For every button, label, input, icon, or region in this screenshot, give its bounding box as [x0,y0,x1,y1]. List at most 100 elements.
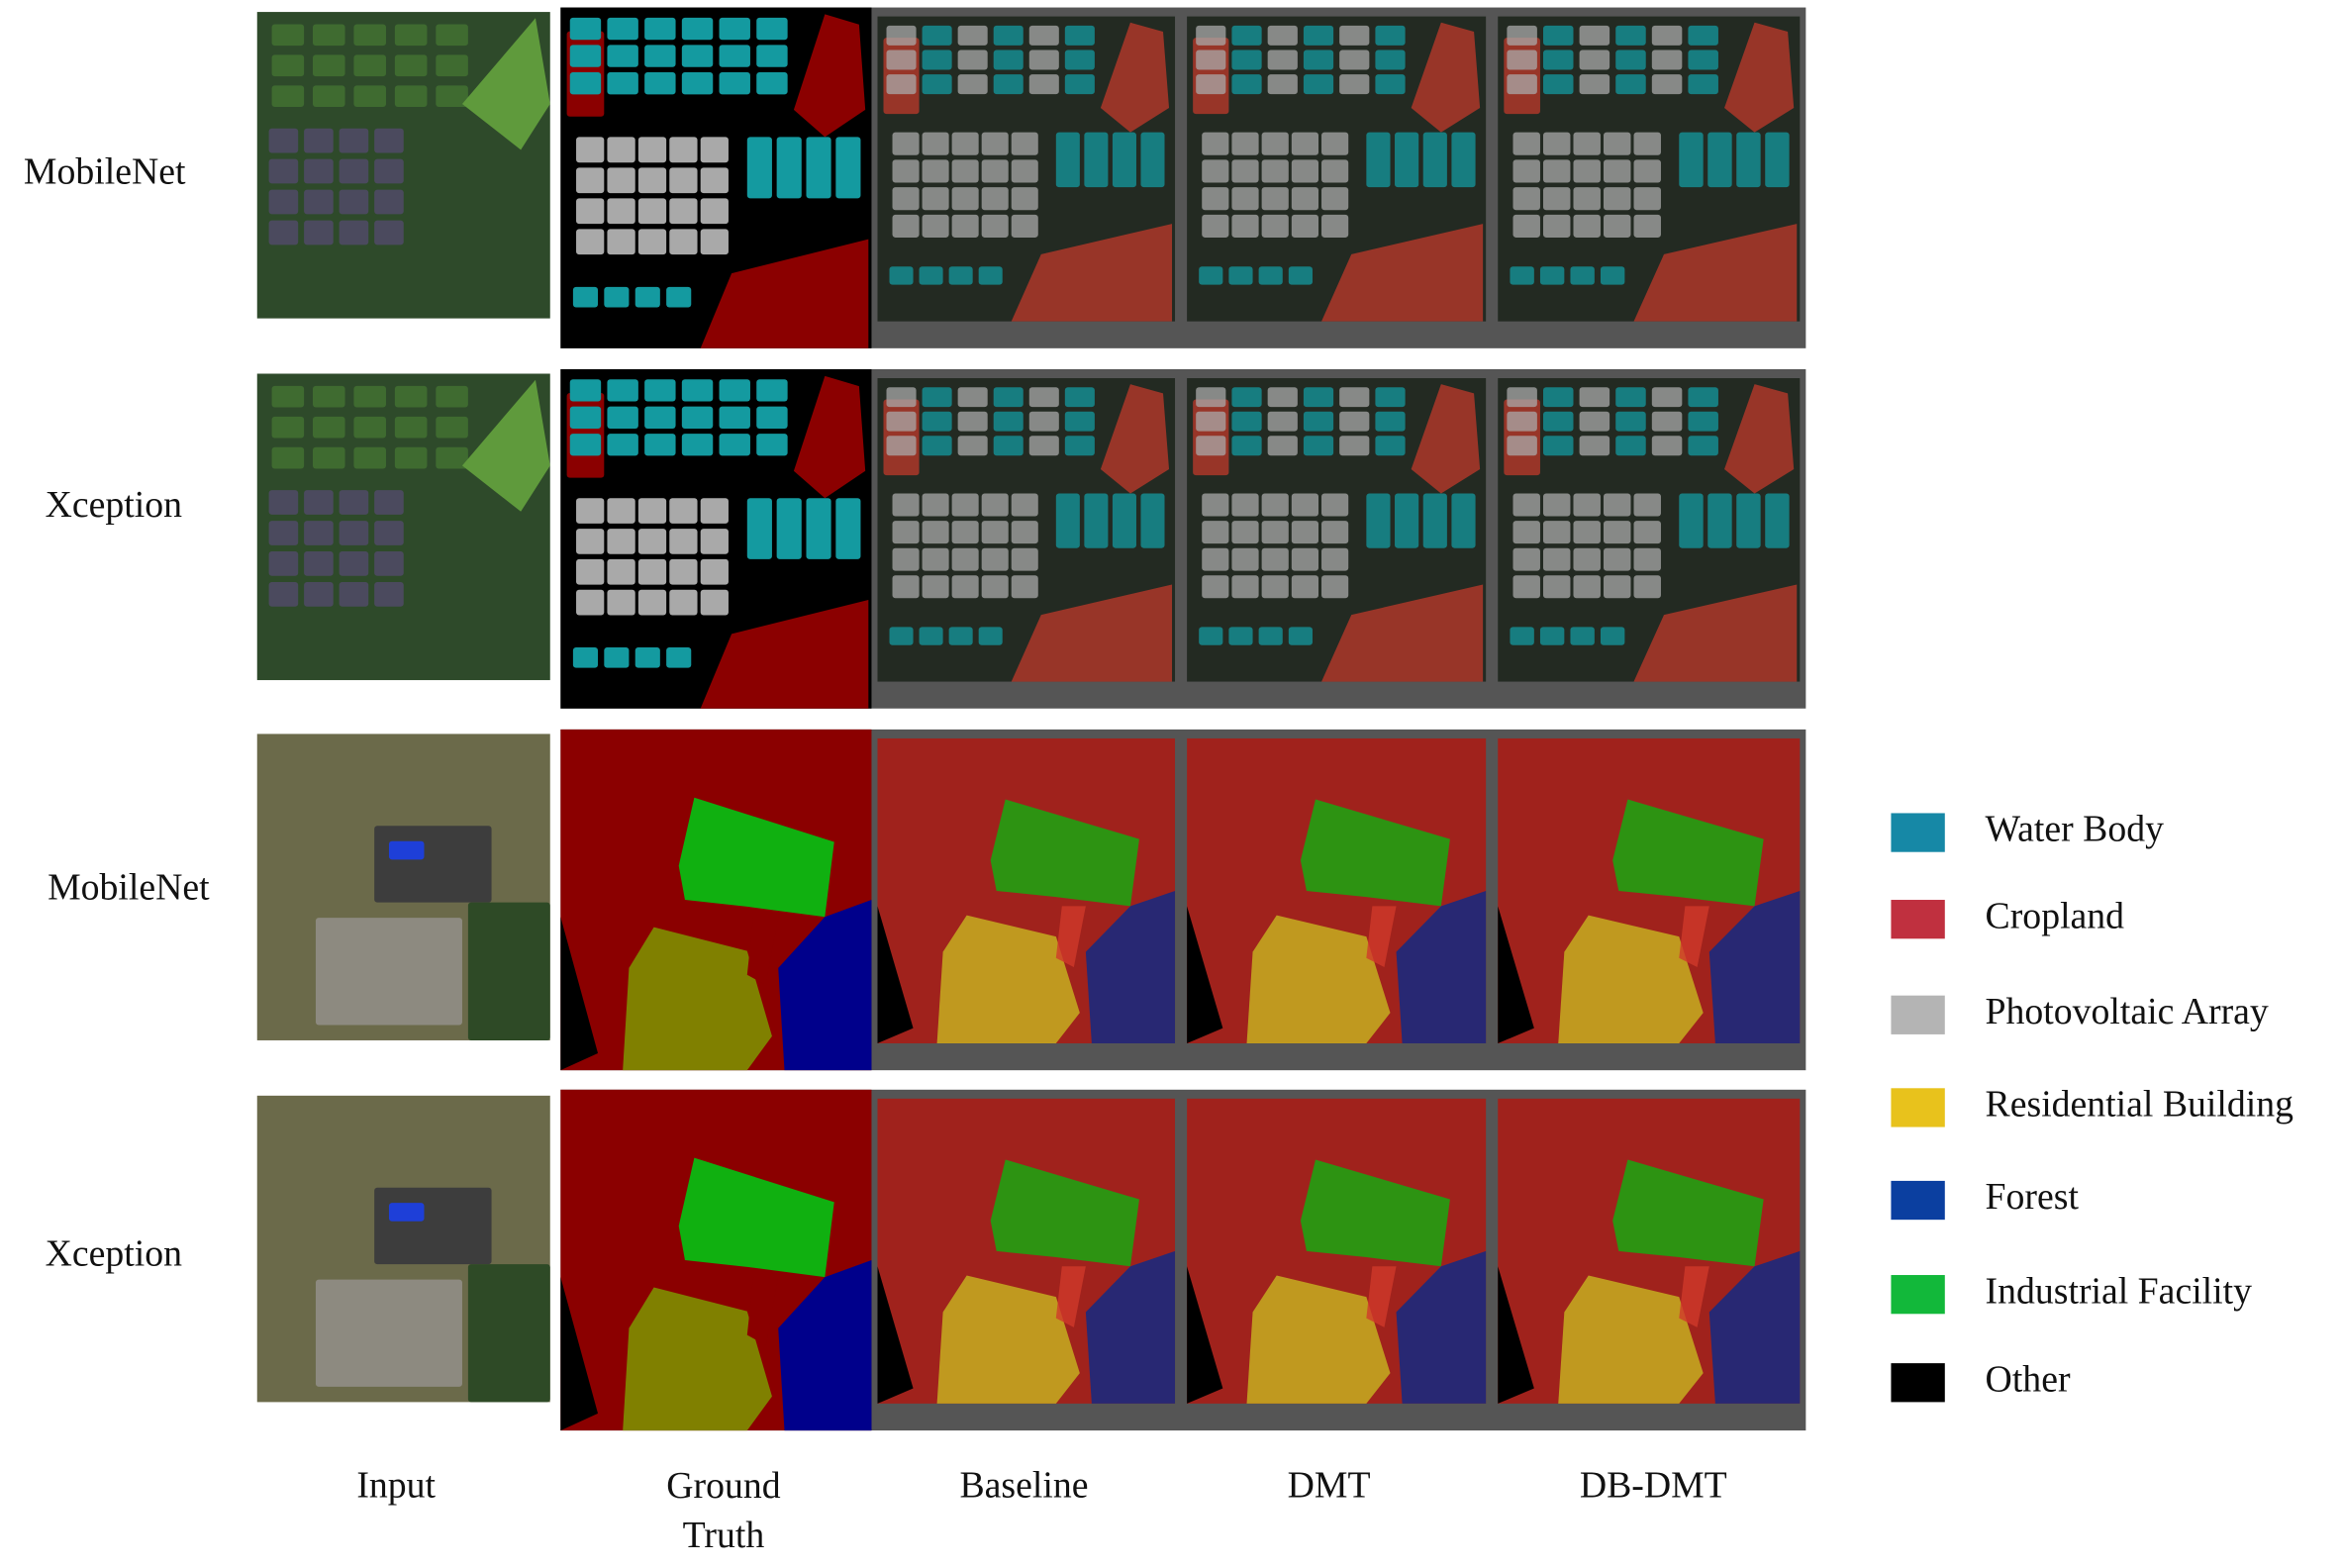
region [1366,132,1391,188]
region [700,239,869,348]
row-label: MobileNet [48,867,210,909]
region [569,71,602,95]
region [1261,521,1289,544]
region [1199,266,1223,285]
region [1011,493,1038,517]
region [1604,159,1631,183]
region [637,167,667,194]
region [1615,74,1646,95]
region [1202,187,1229,211]
region [1011,575,1038,599]
region [1510,266,1534,285]
region [1291,132,1319,155]
column-label: Baseline [959,1465,1088,1507]
region [607,167,635,194]
region [981,132,1009,155]
region [1231,74,1262,95]
region [1688,436,1718,456]
region [1321,521,1349,544]
region [892,214,920,238]
region [268,128,299,153]
region [1055,132,1080,188]
region [1633,224,1798,322]
row-label: Xception [46,1233,183,1275]
region [1321,187,1349,211]
region [1300,799,1450,907]
region [951,214,979,238]
region [922,411,952,432]
region [1321,214,1349,238]
region [1261,214,1289,238]
region [886,25,917,46]
region [339,220,369,245]
region [607,498,635,524]
region [1011,224,1173,322]
region [669,498,698,524]
region [1615,25,1646,46]
region [1028,436,1059,456]
region [1507,387,1537,408]
region [1291,214,1319,238]
region [1196,436,1226,456]
region [1267,74,1298,95]
region [1231,49,1262,70]
region [1267,49,1298,70]
region [1246,915,1391,1043]
region [1339,436,1370,456]
region [1140,132,1165,188]
region [1202,214,1229,238]
region [700,589,729,616]
region [1064,411,1095,432]
region [756,71,788,95]
region [1100,22,1170,133]
region [1633,584,1798,682]
region [746,917,779,986]
region [1573,521,1601,544]
region [304,521,334,545]
region [1507,411,1537,432]
region [572,286,599,308]
region [353,416,386,439]
region [1028,74,1059,95]
region [637,498,667,524]
region [1064,74,1095,95]
region [1202,159,1229,183]
region [981,521,1009,544]
region [1202,575,1229,599]
region [919,266,943,285]
result-row: Xception [46,368,1806,709]
region [1228,627,1253,645]
region [951,187,979,211]
region [889,266,914,285]
region [1542,436,1574,456]
region [669,589,698,616]
region [607,45,638,67]
region [1708,1250,1801,1404]
legend-label: Residential Building [1986,1084,2294,1126]
region [1291,493,1319,517]
region [1011,584,1173,682]
region [576,589,605,616]
region [1011,547,1038,571]
region [1736,493,1761,548]
region [669,529,698,554]
region [394,385,428,408]
region [886,387,917,408]
region [951,132,979,155]
region [700,529,729,554]
region [1064,436,1095,456]
region [922,521,949,544]
region [700,498,729,524]
region [374,1187,492,1265]
region [1422,493,1447,548]
region [1573,547,1601,571]
region [1231,436,1262,456]
region [1573,132,1601,155]
region [607,589,635,616]
region [951,521,979,544]
region [835,137,861,199]
region [304,581,334,607]
region [1064,387,1095,408]
region [1267,411,1298,432]
region [1261,159,1289,183]
